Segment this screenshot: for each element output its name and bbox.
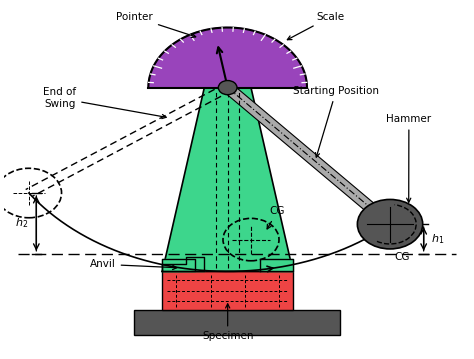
Bar — [162, 271, 293, 310]
Polygon shape — [223, 84, 395, 228]
Circle shape — [219, 80, 237, 95]
Bar — [134, 310, 340, 335]
Text: Scale: Scale — [287, 12, 345, 40]
Polygon shape — [162, 88, 293, 271]
Text: CG: CG — [395, 252, 410, 262]
Text: Starting Position: Starting Position — [293, 86, 379, 157]
Text: Pointer: Pointer — [116, 12, 196, 38]
Polygon shape — [162, 259, 195, 271]
Text: $h_1$: $h_1$ — [431, 232, 444, 246]
Polygon shape — [162, 257, 204, 271]
Text: CG: CG — [267, 206, 285, 229]
Text: Anvil: Anvil — [90, 259, 177, 270]
Polygon shape — [260, 259, 293, 271]
Circle shape — [357, 200, 423, 249]
Polygon shape — [148, 28, 307, 88]
Text: $h_2$: $h_2$ — [15, 216, 28, 230]
Text: End of
Swing: End of Swing — [43, 87, 166, 118]
Text: Specimen: Specimen — [202, 304, 254, 341]
Text: Hammer: Hammer — [386, 115, 431, 202]
